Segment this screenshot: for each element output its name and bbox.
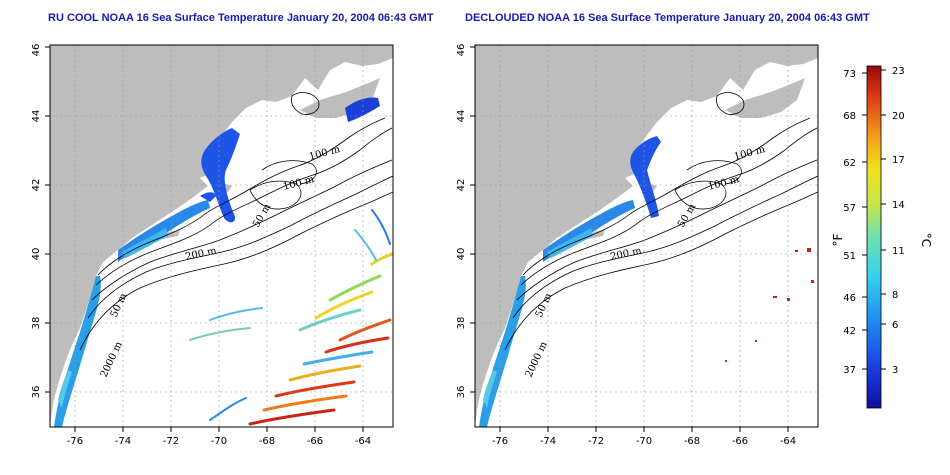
x-tick-label: -74 [540, 436, 556, 447]
y-tick-label: 46 [456, 44, 467, 57]
colorbar-f-tick: 37 [843, 365, 856, 376]
y-tick-label: 42 [31, 179, 42, 192]
colorbar-f-tick: 68 [843, 111, 856, 122]
right-map-y-axis: 36 38 40 42 44 46 [456, 44, 475, 399]
colorbar-f-label: °F [831, 233, 845, 246]
colorbar-c-tick: 8 [892, 290, 898, 301]
y-tick-label: 44 [31, 110, 42, 123]
colorbar-gradient [866, 65, 882, 409]
left-map-offshore-sst [189, 209, 393, 426]
y-tick-label: 36 [31, 386, 42, 399]
x-tick-label: -70 [211, 436, 227, 447]
y-tick-label: 38 [456, 317, 467, 330]
y-tick-label: 44 [456, 110, 467, 123]
x-tick-label: -68 [684, 436, 700, 447]
left-map-gulf-maine-sst [201, 128, 240, 223]
right-map-title: DECLOUDED NOAA 16 Sea Surface Temperatur… [465, 12, 870, 24]
x-tick-label: -64 [780, 436, 796, 447]
left-map: 100 m 100 m 50 m 200 m 50 m 2000 m 36 38… [31, 44, 394, 447]
left-map-offshore-patch [200, 192, 216, 202]
right-map-offshore-sst [725, 248, 814, 362]
y-tick-label: 42 [456, 179, 467, 192]
x-tick-label: -64 [355, 436, 371, 447]
colorbar-f-tick: 62 [843, 158, 856, 169]
left-map-x-axis: -76 -74 -72 -70 -68 -66 -64 [67, 427, 371, 447]
x-tick-label: -68 [259, 436, 275, 447]
x-tick-label: -76 [67, 436, 83, 447]
colorbar: 73 68 62 57 51 46 42 37 23 20 17 14 11 8… [831, 65, 933, 409]
left-map-title: RU COOL NOAA 16 Sea Surface Temperature … [48, 12, 434, 24]
colorbar-celsius-scale: 23 20 17 14 11 8 6 3 [881, 66, 905, 376]
colorbar-c-tick: 3 [892, 365, 898, 376]
colorbar-c-tick: 6 [892, 320, 898, 331]
colorbar-f-tick: 42 [843, 326, 856, 337]
right-map: 100 m 100 m 50 m 200 m 50 m 2000 m 36 38… [456, 44, 819, 447]
colorbar-fahrenheit-scale: 73 68 62 57 51 46 42 37 [843, 69, 867, 376]
colorbar-f-tick: 51 [843, 251, 856, 262]
colorbar-c-label: °C [919, 233, 933, 247]
y-tick-label: 38 [31, 317, 42, 330]
colorbar-f-tick: 57 [843, 203, 856, 214]
colorbar-c-tick: 11 [892, 246, 905, 257]
y-tick-label: 46 [31, 44, 42, 57]
x-tick-label: -76 [492, 436, 508, 447]
right-map-frame [474, 44, 819, 428]
x-tick-label: -72 [588, 436, 604, 447]
colorbar-c-tick: 14 [892, 200, 905, 211]
y-tick-label: 40 [456, 248, 467, 261]
y-tick-label: 36 [456, 386, 467, 399]
colorbar-c-tick: 20 [892, 111, 905, 122]
x-tick-label: -66 [732, 436, 748, 447]
colorbar-c-tick: 23 [892, 66, 905, 77]
colorbar-f-tick: 73 [843, 69, 856, 80]
x-tick-label: -66 [307, 436, 323, 447]
right-map-x-axis: -76 -74 -72 -70 -68 -66 -64 [492, 427, 796, 447]
y-tick-label: 40 [31, 248, 42, 261]
left-map-y-axis: 36 38 40 42 44 46 [31, 44, 50, 399]
x-tick-label: -70 [636, 436, 652, 447]
x-tick-label: -72 [163, 436, 179, 447]
right-map-gulf-maine-sst [630, 136, 661, 218]
colorbar-c-tick: 17 [892, 155, 905, 166]
colorbar-f-tick: 46 [843, 293, 856, 304]
left-map-nova-scotia-sst [345, 97, 380, 122]
left-map-frame [49, 44, 394, 428]
x-tick-label: -74 [115, 436, 131, 447]
